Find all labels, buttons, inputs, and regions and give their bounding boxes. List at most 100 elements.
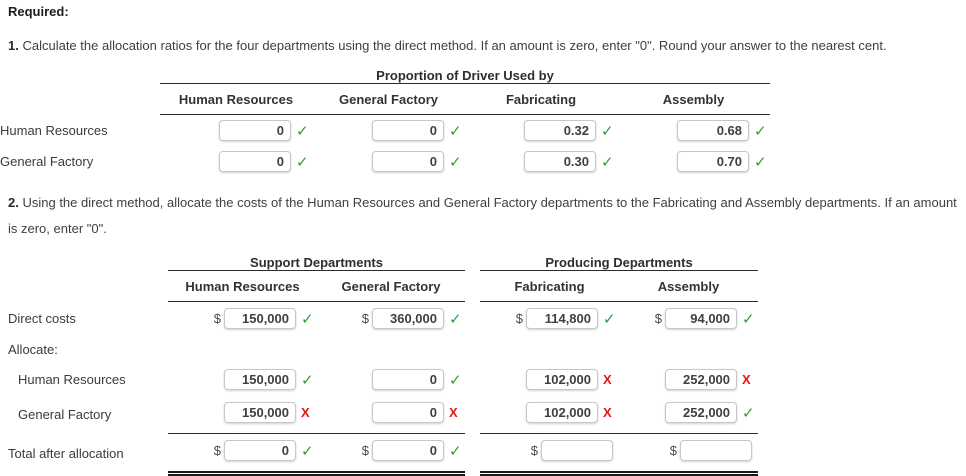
amount-input[interactable] [224, 440, 296, 461]
table-row-allocate-general-factory: General Factory X X X ✓ [0, 396, 759, 434]
amount-cell: $✓ [480, 302, 619, 336]
amount-input[interactable] [680, 440, 753, 461]
allocation-ratios-table: Proportion of Driver Used by Human Resou… [0, 68, 771, 177]
dollar-sign: $ [530, 443, 538, 458]
table-title-row: Proportion of Driver Used by [0, 68, 771, 84]
correct-icon: ✓ [603, 310, 616, 328]
dollar-sign: $ [515, 311, 523, 326]
ratio-input[interactable] [372, 120, 444, 141]
amount-cell: $✓ [619, 302, 758, 336]
ratio-input[interactable] [219, 151, 291, 172]
correct-icon: ✓ [296, 153, 309, 171]
correct-icon: ✓ [754, 153, 767, 171]
correct-icon: ✓ [301, 371, 314, 389]
amount-cell: X [317, 396, 465, 434]
amount-cell: $✓ [317, 302, 465, 336]
column-header-assembly: Assembly [617, 83, 771, 115]
row-label-human-resources: Human Resources [18, 372, 126, 387]
group-header-row: Support Departments Producing Department… [0, 255, 759, 271]
amount-cell: $✓ [168, 433, 317, 476]
table-row: Human Resources ✓ ✓ ✓ ✓ [0, 115, 770, 147]
ratio-cell: ✓ [312, 115, 465, 147]
column-header-fabricating: Fabricating [465, 83, 617, 115]
column-header-human-resources: Human Resources [160, 83, 312, 115]
table1-title: Proportion of Driver Used by [160, 68, 771, 84]
dollar-sign: $ [654, 311, 663, 326]
column-header-assembly: Assembly [619, 270, 759, 302]
dollar-sign: $ [213, 443, 221, 458]
correct-icon: ✓ [754, 122, 767, 140]
amount-input[interactable] [224, 402, 296, 423]
table-header-row: Human Resources General Factory Fabricat… [0, 270, 759, 302]
amount-input[interactable] [372, 440, 444, 461]
dollar-sign: $ [669, 443, 678, 458]
column-header-fabricating: Fabricating [480, 270, 619, 302]
incorrect-icon: X [603, 372, 612, 387]
group-header-support-departments: Support Departments [168, 255, 465, 271]
incorrect-icon: X [742, 372, 751, 387]
row-label-human-resources: Human Resources [0, 122, 108, 138]
amount-input[interactable] [665, 369, 738, 390]
ratio-input[interactable] [677, 120, 750, 141]
table-header-row: Human Resources General Factory Fabricat… [0, 83, 771, 115]
column-header-general-factory: General Factory [312, 83, 465, 115]
correct-icon: ✓ [449, 310, 462, 328]
ratio-cell: ✓ [617, 146, 770, 177]
incorrect-icon: X [449, 405, 458, 420]
ratio-cell: ✓ [465, 146, 617, 177]
incorrect-icon: X [603, 405, 612, 420]
correct-icon: ✓ [449, 371, 462, 389]
amount-cell: X [619, 363, 758, 396]
ratio-cell: ✓ [160, 115, 312, 147]
amount-input[interactable] [665, 308, 738, 329]
amount-cell: $✓ [168, 302, 317, 336]
amount-cell: ✓ [168, 363, 317, 396]
ratio-cell: ✓ [312, 146, 465, 177]
row-label-direct-costs: Direct costs [8, 310, 76, 326]
dollar-sign: $ [361, 443, 369, 458]
correct-icon: ✓ [301, 442, 314, 460]
question-2: 2. Using the direct method, allocate the… [0, 190, 966, 242]
amount-cell: X [168, 396, 317, 434]
amount-input[interactable] [541, 440, 613, 461]
column-header-human-resources: Human Resources [168, 270, 317, 302]
amount-input[interactable] [224, 308, 296, 329]
correct-icon: ✓ [742, 310, 755, 328]
ratio-cell: ✓ [465, 115, 617, 147]
amount-cell: X [480, 363, 619, 396]
amount-cell: ✓ [317, 363, 465, 396]
required-heading: Required: [8, 4, 69, 19]
ratio-input[interactable] [219, 120, 291, 141]
amount-input[interactable] [665, 402, 738, 423]
correct-icon: ✓ [601, 153, 614, 171]
amount-input[interactable] [372, 402, 444, 423]
amount-cell: X [480, 396, 619, 434]
group-header-producing-departments: Producing Departments [480, 255, 759, 271]
correct-icon: ✓ [449, 122, 462, 140]
amount-input[interactable] [526, 308, 598, 329]
ratio-input[interactable] [677, 151, 750, 172]
amount-cell: ✓ [619, 396, 759, 434]
dollar-sign: $ [213, 311, 221, 326]
ratio-cell: ✓ [160, 146, 312, 177]
amount-input[interactable] [372, 308, 444, 329]
table-row-direct-costs: Direct costs $✓ $✓ $✓ $✓ [0, 302, 758, 336]
table-row-allocate-human-resources: Human Resources ✓ ✓ X X [0, 363, 758, 396]
dollar-sign: $ [361, 311, 369, 326]
cost-allocation-table: Support Departments Producing Department… [0, 255, 759, 476]
row-label-general-factory: General Factory [0, 154, 94, 169]
amount-input[interactable] [224, 369, 296, 390]
correct-icon: ✓ [301, 310, 314, 328]
table-row-allocate: Allocate: [0, 335, 758, 363]
correct-icon: ✓ [742, 404, 755, 422]
ratio-input[interactable] [524, 120, 596, 141]
question-1: 1. Calculate the allocation ratios for t… [0, 38, 966, 53]
amount-input[interactable] [526, 369, 598, 390]
amount-input[interactable] [526, 402, 598, 423]
correct-icon: ✓ [449, 442, 462, 460]
ratio-input[interactable] [372, 151, 444, 172]
ratio-input[interactable] [524, 151, 596, 172]
amount-input[interactable] [372, 369, 444, 390]
question-1-text: Calculate the allocation ratios for the … [22, 38, 887, 53]
ratio-cell: ✓ [617, 115, 770, 147]
